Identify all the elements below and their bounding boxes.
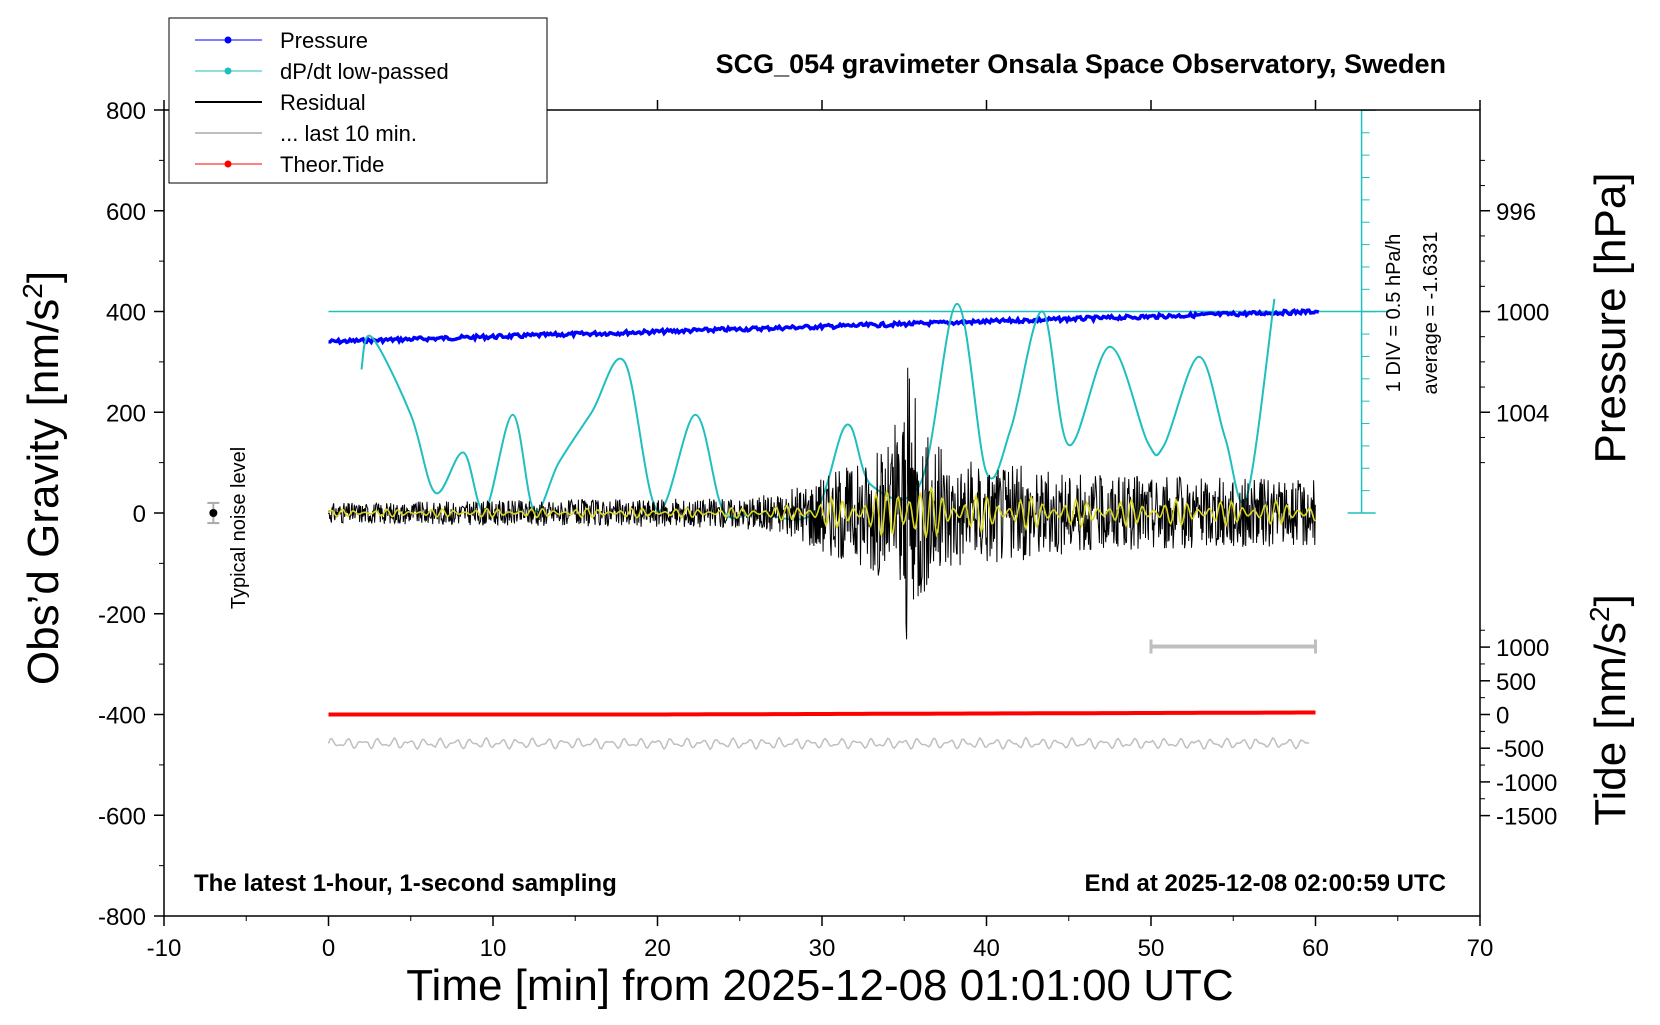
pressure-tick-label: 1004	[1496, 400, 1549, 427]
x-axis-title: Time [min] from 2025-12-08 01:01:00 UTC	[406, 961, 1233, 1010]
legend-marker-4	[224, 160, 232, 168]
tide-residual-line	[327, 736, 1310, 751]
tide-tick-label: -500	[1496, 736, 1544, 763]
pressure-line	[328, 308, 1320, 346]
theoretical-tide-line	[328, 710, 1316, 717]
x-tick-label: 20	[644, 935, 671, 962]
annotation-sampling: The latest 1-hour, 1-second sampling	[194, 870, 617, 897]
y-tick-label: 0	[133, 501, 146, 528]
y-tick-label: -600	[98, 803, 146, 830]
tide-tick-label: 500	[1496, 669, 1536, 696]
x-tick-label: 30	[809, 935, 836, 962]
y-tick-label: 600	[106, 199, 146, 226]
tide-tick-label: 1000	[1496, 635, 1549, 662]
noise-level-point	[209, 509, 218, 517]
y-axis-left-title: Obs’d Gravity [nm/s2]	[17, 271, 68, 685]
y-axis-tide-title: Tide [nm/s2]	[1584, 594, 1635, 826]
x-tick-label: 40	[973, 935, 1000, 962]
x-tick-label: -10	[147, 935, 182, 962]
legend: Pressure dP/dt low-passed Residual ... last…	[168, 17, 548, 184]
residual-line	[328, 367, 1316, 640]
annotation-end-time: End at 2025-12-08 02:00:59 UTC	[1085, 870, 1447, 897]
pressure-tick-label: 1000	[1496, 300, 1549, 327]
legend-label-1: dP/dt low-passed	[280, 59, 449, 84]
noise-level-label: Typical noise level	[228, 447, 250, 609]
y-tick-label: 200	[106, 400, 146, 427]
tide-tick-label: -1500	[1496, 804, 1557, 831]
legend-marker-0	[224, 36, 232, 44]
y-tick-label: -400	[98, 703, 146, 730]
legend-label-4: Theor.Tide	[280, 152, 384, 177]
legend-label-2: Residual	[280, 90, 366, 115]
average-label: average = -1.6331	[1420, 232, 1442, 395]
tide-tick-label: -1000	[1496, 770, 1557, 797]
residual-smoothed-line	[327, 487, 1316, 539]
axes-layer: -10 0 10 20 30 40 50 60 70 800 600 400 200 0 -200 -400 -…	[98, 98, 1557, 962]
x-tick-label: 0	[322, 935, 335, 962]
x-tick-label: 50	[1138, 935, 1165, 962]
tide-tick-label: 0	[1496, 703, 1509, 730]
legend-marker-1	[224, 67, 232, 75]
pressure-tick-label: 996	[1496, 199, 1536, 226]
x-tick-label: 70	[1467, 935, 1494, 962]
y-axis-pressure-title: Pressure [hPa]	[1586, 172, 1635, 463]
chart-title: SCG_054 gravimeter Onsala Space Observat…	[716, 49, 1446, 79]
div-label: 1 DIV = 0.5 hPa/h	[1383, 234, 1405, 392]
y-tick-label: -200	[98, 602, 146, 629]
plot-layer	[207, 109, 1390, 751]
y-tick-label: -800	[98, 904, 146, 931]
dpdt-line	[360, 298, 1276, 521]
legend-box	[168, 17, 548, 184]
x-tick-label: 10	[480, 935, 507, 962]
y-tick-label: 800	[106, 98, 146, 125]
legend-label-0: Pressure	[280, 28, 368, 53]
legend-label-3: ... last 10 min.	[280, 121, 417, 146]
y-tick-label: 400	[106, 300, 146, 327]
x-tick-label: 60	[1302, 935, 1329, 962]
